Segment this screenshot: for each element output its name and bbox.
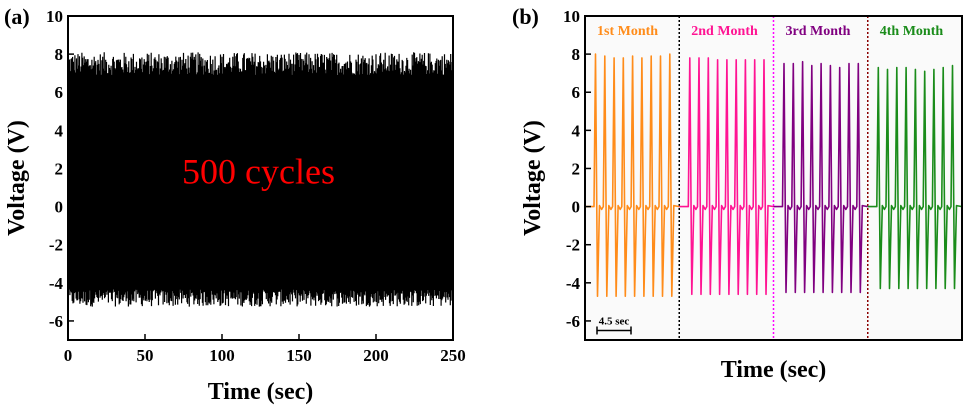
- panel-b-label: (b): [512, 4, 539, 29]
- panel-b-x-axis-title: Time (sec): [721, 357, 827, 383]
- panel-b-y-tick-label: 10: [563, 7, 580, 26]
- panel-b-plot-frame: [584, 15, 963, 341]
- panel-b-series-line: [773, 60, 868, 294]
- panel-b-y-axis-title: Voltage (V): [520, 120, 546, 236]
- panel-a-y-tick-label: 10: [46, 7, 63, 26]
- panel-a-y-axis-title: Voltage (V): [4, 120, 30, 236]
- panel-b-y-tick-label: 2: [572, 159, 581, 178]
- panel-b-traces: [585, 53, 963, 298]
- panel-b-y-tick-label: 0: [572, 198, 581, 217]
- panel-a-plot-frame: [67, 15, 454, 341]
- panel-b-y-tick-label: 8: [572, 45, 581, 64]
- panel-a-y-tick-label: -4: [49, 274, 64, 293]
- panel-a-y-tick-label: -6: [49, 312, 63, 331]
- panel-b-y-tick-label: -4: [566, 274, 581, 293]
- panel-b-y-tick-label: 6: [572, 83, 581, 102]
- panel-b-y-tick-label: -6: [566, 312, 580, 331]
- panel-b-separators: [678, 16, 869, 340]
- panel-a-y-tick-label: 6: [55, 83, 64, 102]
- panel-b-y-tick-label: 4: [572, 121, 581, 140]
- panel-a-trace: [67, 52, 454, 307]
- panel-b-series-line: [585, 53, 680, 298]
- panel-b-series-label: 2nd Month: [691, 24, 758, 39]
- panel-a-x-tick-label: 250: [440, 346, 466, 365]
- panel-a-y-tick-label: 8: [55, 45, 64, 64]
- panel-a-x-tick-label: 100: [209, 346, 235, 365]
- panel-b-series-label: 3rd Month: [786, 24, 851, 39]
- panel-b-ticks: -6 -4 -2 0 2 4 6 8 10: [563, 7, 591, 331]
- panel-a-x-tick-label: 50: [137, 346, 154, 365]
- panel-b: (b) 1st Month 2nd Month 3rd Month 4th Month…: [512, 4, 963, 383]
- panel-a-x-tick-label: 200: [363, 346, 389, 365]
- panel-b-scale-bar: 4.5 sec: [596, 315, 632, 335]
- panel-a-y-tick-label: -2: [49, 236, 63, 255]
- panel-b-series-line: [679, 57, 774, 296]
- panel-a-label: (a): [4, 4, 30, 29]
- panel-a-x-tick-label: 0: [64, 346, 73, 365]
- panel-a-annotation: 500 cycles: [182, 152, 335, 192]
- panel-b-y-tick-label: -2: [566, 236, 580, 255]
- panel-a-ticks: 0 50 100 150 200 250 -6 -4 -2 0 2 4 6 8 10: [46, 7, 466, 365]
- panel-a-x-axis-title: Time (sec): [208, 379, 314, 405]
- panel-b-series-label: 4th Month: [880, 24, 944, 39]
- panel-a-x-tick-label: 150: [286, 346, 312, 365]
- panel-a-y-tick-label: 2: [55, 159, 64, 178]
- panel-b-month-labels: 1st Month 2nd Month 3rd Month 4th Month: [597, 24, 943, 39]
- scale-bar-label: 4.5 sec: [599, 315, 630, 327]
- panel-b-series-label: 1st Month: [597, 24, 658, 39]
- panel-a-y-tick-label: 0: [55, 198, 64, 217]
- panel-a-y-tick-label: 4: [55, 121, 64, 140]
- panel-a-trace-group: [67, 52, 454, 307]
- panel-b-series-line: [867, 64, 963, 290]
- panel-a: (a) 0 50 100 150 200 250 -6 -4 -2 0 2 4 6 8 10 500 cyc…: [4, 4, 466, 405]
